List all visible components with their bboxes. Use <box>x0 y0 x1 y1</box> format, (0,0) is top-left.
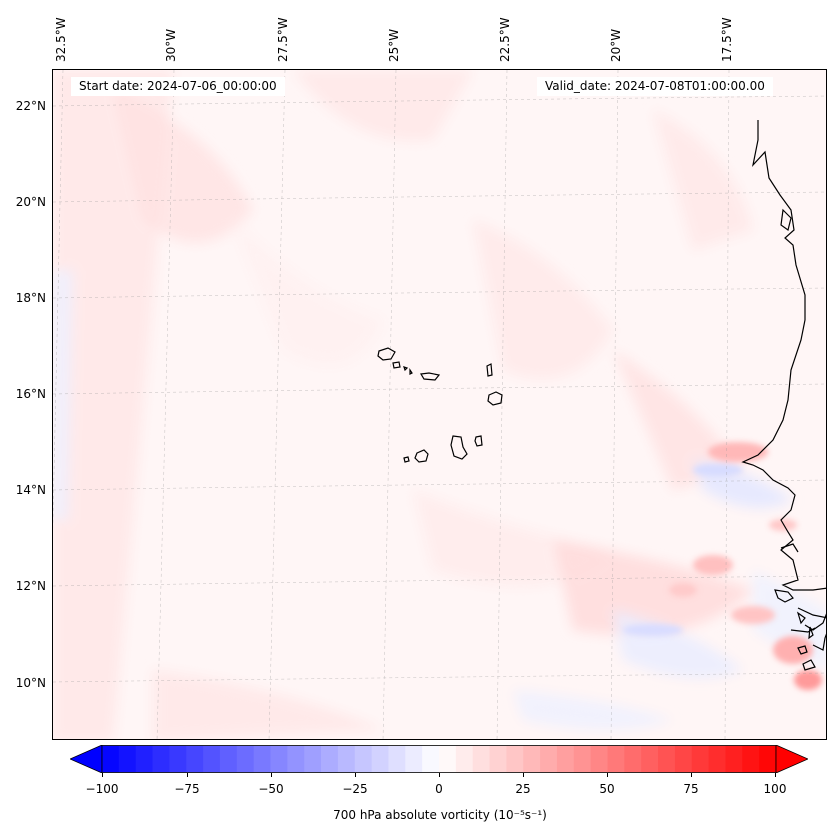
colorbar-tick <box>187 773 188 777</box>
island-maio <box>474 435 483 447</box>
colorbar-tick <box>775 773 776 777</box>
colorbar-bin <box>135 745 154 773</box>
lon-label-27-5w: 27.5°W <box>276 17 290 62</box>
colorbar-bin <box>674 745 693 773</box>
colorbar-tick <box>607 773 608 777</box>
lat-label-16n: 16°N <box>15 387 46 401</box>
lon-label-22-5w: 22.5°W <box>498 17 512 62</box>
vorticity-map[interactable] <box>52 69 827 740</box>
colorbar-bin <box>203 745 221 773</box>
island-fogo <box>414 449 429 463</box>
lon-label-20w: 20°W <box>609 28 623 62</box>
colorbar-tick-label: −50 <box>258 782 284 796</box>
cape-verde-islands <box>377 347 503 463</box>
colorbar-tick <box>102 773 103 777</box>
colorbar-bin <box>540 745 558 773</box>
colorbar-bin <box>742 745 760 773</box>
colorbar-tick-label: 0 <box>435 782 443 796</box>
colorbar-bin <box>624 745 642 773</box>
colorbar-bin <box>455 745 474 773</box>
lon-label-17-5w: 17.5°W <box>720 17 734 62</box>
colorbar-bin <box>152 745 170 773</box>
colorbar-bin <box>506 745 524 773</box>
colorbar-bin <box>708 745 726 773</box>
island-santa-luzia <box>403 366 409 372</box>
lat-label-20n: 20°N <box>15 195 46 209</box>
coastline <box>741 120 826 671</box>
colorbar-tick-label: 75 <box>683 782 699 796</box>
colorbar-bin <box>725 745 743 773</box>
colorbar-tick-label: 25 <box>515 782 531 796</box>
island-brava <box>403 456 410 463</box>
island-sao-nicolau <box>420 372 441 381</box>
island-sao-vicente <box>392 361 401 369</box>
colorbar-bin <box>337 745 356 773</box>
colorbar-tick <box>271 773 272 777</box>
colorbar-bin <box>658 745 676 773</box>
colorbar-tick-label: 100 <box>763 782 787 796</box>
island-santiago <box>450 435 468 460</box>
lat-label-12n: 12°N <box>15 579 46 593</box>
lon-label-25w: 25°W <box>387 28 401 62</box>
colorbar-tick-label: −100 <box>85 782 119 796</box>
colorbar <box>69 744 809 774</box>
colorbar-bin <box>641 745 659 773</box>
start-date-label: Start date: 2024-07-06_00:00:00 <box>71 77 285 96</box>
colorbar-bin <box>253 745 271 773</box>
island-santo-antao <box>377 347 396 361</box>
colorbar-bin <box>270 745 288 773</box>
lon-label-32-5w: 32.5°W <box>54 17 68 62</box>
lat-label-22n: 22°N <box>15 99 46 113</box>
colorbar-bin <box>186 745 204 773</box>
colorbar-bin <box>573 745 592 773</box>
colorbar-bin <box>422 745 440 773</box>
valid-date-label: Valid_date: 2024-07-08T01:00:00.00 <box>537 77 773 96</box>
island-boa-vista <box>487 391 503 406</box>
colorbar-bin <box>354 745 373 773</box>
map-canvas <box>53 70 826 739</box>
colorbar-bin <box>405 745 423 773</box>
vorticity-maxima <box>623 442 822 690</box>
colorbar-extend-high <box>775 744 809 774</box>
colorbar-bin <box>590 745 608 773</box>
colorbar-bin <box>472 745 491 773</box>
graticule <box>53 70 826 739</box>
colorbar-tick <box>691 773 692 777</box>
lat-label-10n: 10°N <box>15 676 46 690</box>
colorbar-bin <box>169 745 187 773</box>
colorbar-bin <box>371 745 389 773</box>
colorbar-tick-label: −25 <box>342 782 368 796</box>
colorbar-bin <box>489 745 507 773</box>
colorbar-bin <box>118 745 137 773</box>
island-sal <box>486 363 493 377</box>
island-islet <box>409 368 413 375</box>
colorbar-bin <box>691 745 710 773</box>
colorbar-bin <box>523 745 541 773</box>
colorbar-bin <box>219 745 238 773</box>
colorbar-units: (10⁻⁵s⁻¹) <box>493 808 547 822</box>
colorbar-tick <box>439 773 440 777</box>
colorbar-tick <box>355 773 356 777</box>
colorbar-label: 700 hPa absolute vorticity (10⁻⁵s⁻¹) <box>0 808 837 822</box>
colorbar-bin <box>439 745 457 773</box>
colorbar-bin <box>321 745 339 773</box>
colorbar-bin <box>304 745 322 773</box>
colorbar-bin <box>388 745 406 773</box>
lat-label-14n: 14°N <box>15 483 46 497</box>
colorbar-tick-label: 50 <box>599 782 615 796</box>
colorbar-bin <box>759 745 777 773</box>
colorbar-extend-low <box>69 744 103 774</box>
colorbar-bin <box>287 745 305 773</box>
lon-label-30w: 30°W <box>164 28 178 62</box>
colorbar-tick-label: −75 <box>174 782 200 796</box>
colorbar-gradient <box>69 744 809 774</box>
colorbar-bin <box>236 745 255 773</box>
colorbar-variable: 700 hPa absolute vorticity <box>333 808 490 822</box>
lat-label-18n: 18°N <box>15 291 46 305</box>
colorbar-bin <box>102 745 120 773</box>
colorbar-bin <box>607 745 625 773</box>
colorbar-bin <box>556 745 575 773</box>
colorbar-tick <box>523 773 524 777</box>
